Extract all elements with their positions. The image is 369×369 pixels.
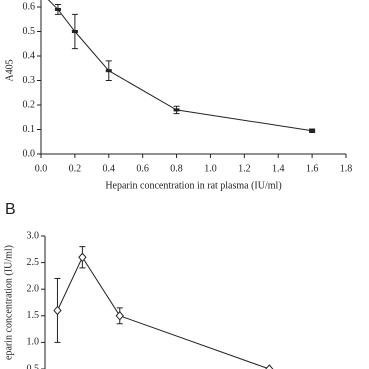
marker (78, 252, 87, 263)
panel-label: B (5, 201, 16, 218)
y-tick-label: 2.0 (27, 283, 40, 294)
y-tick-label: 0.5 (27, 363, 40, 369)
y-tick-label: 1.5 (27, 310, 40, 321)
y-axis-label: eparin concentration (IU/ml) (3, 245, 14, 360)
marker (265, 364, 274, 369)
marker (173, 108, 180, 112)
y-tick-label: 0.2 (23, 99, 36, 110)
x-tick-label: 0.0 (35, 163, 48, 174)
marker (53, 305, 62, 316)
marker (54, 7, 61, 11)
data-line (57, 256, 270, 369)
marker (115, 311, 124, 321)
x-tick-label: 0.6 (136, 163, 149, 174)
x-tick-label: 1.4 (272, 163, 285, 174)
x-axis-label: Heparin concentration in rat plasma (IU/… (105, 180, 281, 191)
marker (71, 30, 78, 33)
x-tick-label: 0.8 (170, 163, 183, 174)
x-tick-label: 1.6 (306, 163, 319, 174)
y-tick-label: 0.1 (23, 124, 36, 135)
x-tick-label: 1.8 (340, 163, 353, 174)
y-tick-label: 0.3 (23, 75, 36, 86)
y-tick-label: 0.4 (23, 50, 36, 61)
y-axis-label: A405 (4, 59, 15, 81)
x-tick-label: 1.0 (204, 163, 217, 174)
y-tick-label: 2.5 (27, 257, 40, 268)
x-tick-label: 1.2 (238, 163, 251, 174)
y-tick-label: 0.5 (23, 26, 36, 37)
marker (105, 69, 112, 73)
x-tick-label: 0.2 (69, 163, 82, 174)
marker (309, 129, 316, 133)
data-line (47, 0, 313, 132)
x-tick-label: 0.4 (103, 163, 116, 174)
y-tick-label: 0.6 (23, 1, 36, 12)
y-tick-label: 1.0 (27, 337, 40, 348)
y-tick-label: 0.0 (23, 148, 36, 159)
y-tick-label: 3.0 (27, 230, 40, 241)
